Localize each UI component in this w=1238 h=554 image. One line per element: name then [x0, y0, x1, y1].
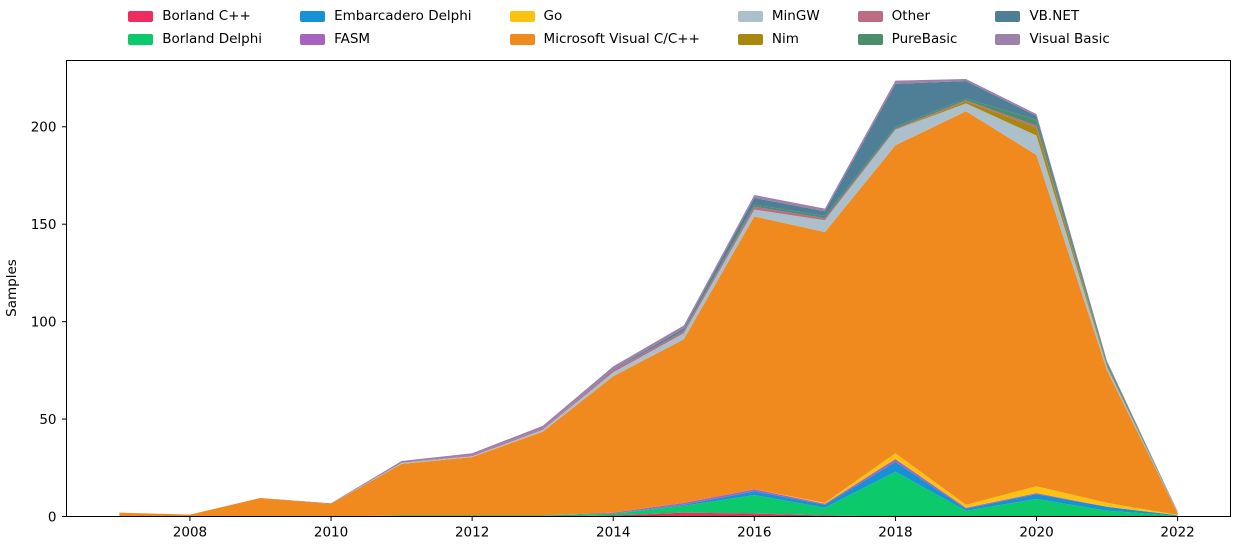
plot-frame — [66, 60, 1231, 517]
x-tick-label: 2016 — [737, 525, 771, 541]
x-tick-label: 2008 — [173, 525, 207, 541]
area-borland-delphi — [119, 471, 1178, 517]
axis-ticks: 2008 2010 2012 2014 2016 2018 2020 2022 0 50 100 15… — [31, 120, 1195, 541]
x-tick-label: 2010 — [314, 525, 348, 541]
y-tick-label: 50 — [39, 412, 56, 428]
area-go — [119, 453, 1178, 517]
y-tick-label: 200 — [31, 120, 57, 136]
x-tick-label: 2020 — [1019, 525, 1053, 541]
x-tick-label: 2022 — [1160, 525, 1194, 541]
area-microsoft-visual-c-c- — [119, 111, 1178, 517]
x-tick-label: 2014 — [596, 525, 630, 541]
y-tick-label: 0 — [48, 509, 57, 525]
y-tick-label: 150 — [31, 217, 57, 233]
x-tick-label: 2018 — [878, 525, 912, 541]
x-tick-label: 2012 — [455, 525, 489, 541]
area-embarcadero-delphi — [119, 461, 1178, 517]
area-series-group — [119, 79, 1178, 517]
area-borland-c- — [119, 512, 1178, 517]
y-tick-label: 100 — [31, 314, 57, 330]
y-axis-label: Samples — [4, 259, 20, 317]
area-fasm — [119, 459, 1178, 517]
